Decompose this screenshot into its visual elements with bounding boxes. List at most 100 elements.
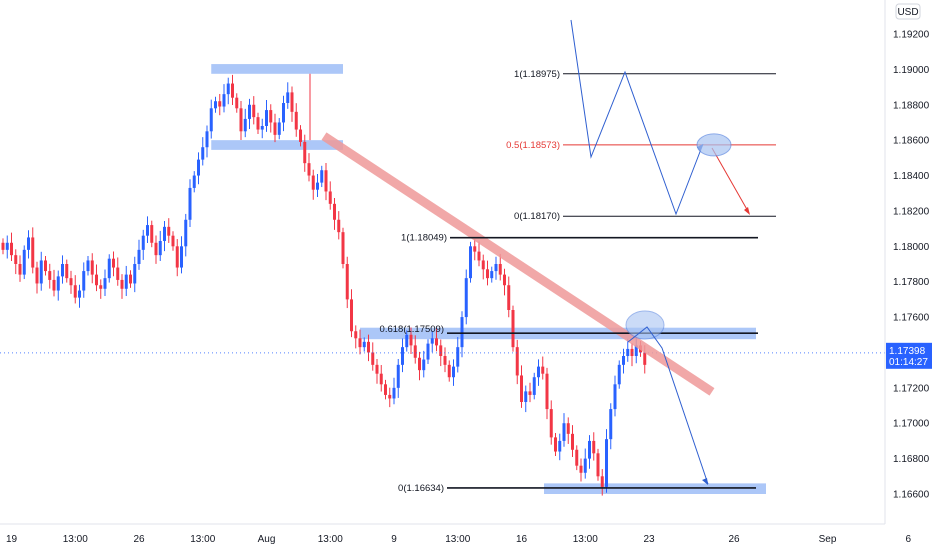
y-tick-label: 1.18800 <box>893 100 930 111</box>
candle-body <box>418 357 421 371</box>
candle-body <box>44 260 47 272</box>
y-tick-label: 1.18600 <box>893 136 930 147</box>
candle-body <box>579 465 583 473</box>
candle-body <box>107 258 111 279</box>
candle-body <box>350 299 353 332</box>
candle-body <box>494 264 498 272</box>
candle-body <box>197 159 200 176</box>
candle-body <box>511 310 515 348</box>
candle-body <box>303 141 307 164</box>
x-tick-label: 13:00 <box>190 534 215 545</box>
candle-body <box>596 453 600 477</box>
y-tick-label: 1.19200 <box>893 30 930 41</box>
candle-body <box>447 364 451 378</box>
candle-body <box>48 271 52 280</box>
downtrend-line[interactable] <box>321 132 715 396</box>
countdown-label: 01:14:27 <box>889 357 928 368</box>
candle-body <box>430 338 434 344</box>
candle-body <box>167 226 171 236</box>
candle-body <box>443 356 447 365</box>
candle-body <box>141 235 145 250</box>
candle-body <box>643 352 647 365</box>
candle-body <box>116 267 120 280</box>
zones-layer <box>211 64 766 494</box>
candle-body <box>473 246 477 252</box>
candle-body <box>273 122 277 135</box>
candle-body <box>120 279 124 289</box>
candle-body <box>171 235 175 247</box>
scenario-fib-label: 0(1.18170) <box>514 211 560 222</box>
current-price-tag <box>886 342 932 369</box>
candle-body <box>39 260 43 284</box>
candle-body <box>82 271 86 291</box>
x-tick-label: 13:00 <box>318 534 343 545</box>
candle-body <box>562 423 566 441</box>
projection-arrowhead <box>702 478 708 485</box>
candles-layer <box>1 74 647 496</box>
candle-body <box>515 347 519 376</box>
candle-body <box>460 317 464 348</box>
support-zone-upper <box>211 140 343 150</box>
retest-highlight-ellipse <box>625 310 665 340</box>
candle-body <box>379 373 383 385</box>
scenario-path <box>570 19 704 216</box>
candle-body <box>490 271 494 279</box>
candle-body <box>617 364 621 385</box>
candle-body <box>129 274 132 284</box>
candle-body <box>269 110 273 123</box>
candle-body <box>316 182 319 190</box>
candle-body <box>184 219 188 247</box>
candle-body <box>218 101 222 107</box>
candle-body <box>469 246 472 279</box>
candle-body <box>371 352 375 365</box>
scenario-highlight-ellipse <box>696 133 732 157</box>
candle-body <box>10 242 13 256</box>
fib-level-label: 0(1.16634) <box>398 483 444 494</box>
x-tick-label: 19 <box>6 534 18 545</box>
candle-body <box>554 437 557 452</box>
fib-level-label: 1(1.18049) <box>401 233 447 244</box>
candle-body <box>524 391 528 402</box>
y-tick-label: 1.16800 <box>893 454 930 465</box>
candle-body <box>571 433 574 450</box>
candle-body <box>56 276 60 291</box>
candle-body <box>243 118 247 132</box>
candle-body <box>150 225 154 243</box>
candle-body <box>341 232 345 264</box>
candle-body <box>613 384 617 410</box>
x-tick-label: 9 <box>391 534 397 545</box>
candle-body <box>401 347 404 365</box>
candle-body <box>282 103 285 123</box>
candle-body <box>362 341 366 348</box>
candle-body <box>5 242 9 250</box>
candle-body <box>78 290 81 298</box>
y-tick-label: 1.18400 <box>893 171 930 182</box>
candle-body <box>367 341 370 353</box>
candle-body <box>103 278 107 289</box>
candle-body <box>18 264 22 275</box>
candle-body <box>73 285 77 298</box>
x-tick-label: 13:00 <box>445 534 470 545</box>
candle-body <box>226 83 230 95</box>
x-tick-label: 23 <box>643 534 655 545</box>
currency-box[interactable] <box>895 3 921 20</box>
candle-body <box>137 249 141 264</box>
candle-body <box>146 225 149 236</box>
candle-body <box>486 269 489 279</box>
candle-body <box>112 258 115 268</box>
candle-body <box>192 175 196 188</box>
candle-body <box>222 94 226 107</box>
fib-level-label: 0.618(1.17509) <box>380 324 444 335</box>
candle-body <box>541 366 545 374</box>
candle-body <box>252 104 256 118</box>
candle-body <box>622 356 625 365</box>
candle-body <box>52 279 56 291</box>
candle-body <box>575 449 579 466</box>
y-tick-label: 1.18000 <box>893 242 930 253</box>
candle-body <box>396 364 400 388</box>
current-price-label: 1.17398 <box>889 346 926 357</box>
x-tick-label: 26 <box>728 534 740 545</box>
candle-body <box>133 264 137 284</box>
candle-body <box>409 334 413 346</box>
